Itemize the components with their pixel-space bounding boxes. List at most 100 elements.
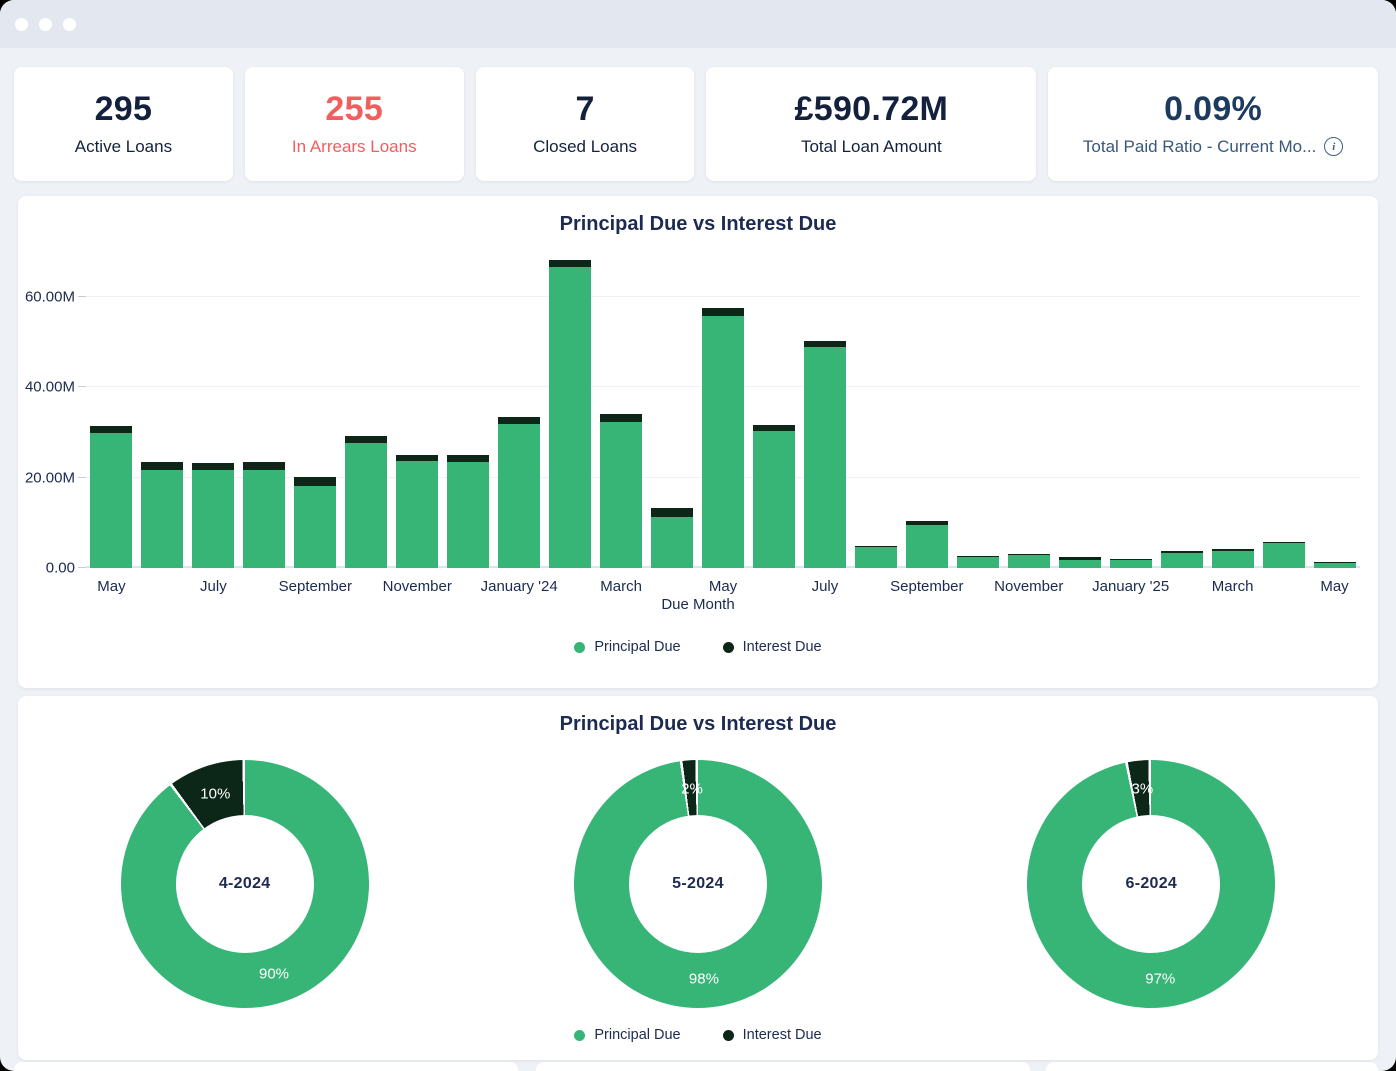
x-axis-label: September [278, 578, 352, 595]
donut-center-label: 5-2024 [672, 875, 724, 892]
donut-chart-legend: Principal Due Interest Due [18, 1027, 1378, 1043]
bar-24[interactable] [1313, 561, 1356, 568]
slice-percent-label: 90% [258, 965, 290, 983]
interest-segment [192, 462, 235, 471]
principal-segment [956, 557, 999, 568]
bar-19[interactable] [1058, 556, 1101, 568]
x-axis-label: September [890, 578, 964, 595]
interest-segment [1262, 542, 1305, 544]
y-axis-label: 0.00 [45, 559, 75, 577]
legend-label: Interest Due [742, 639, 822, 655]
bar-5[interactable] [345, 436, 388, 568]
bar-15[interactable] [854, 545, 897, 568]
donut-cell: 5-2024 98% 2% [471, 760, 924, 1008]
bar-18[interactable] [1007, 554, 1050, 568]
interest-segment [854, 545, 897, 548]
y-axis-label: 60.00M [24, 288, 75, 306]
principal-segment [141, 470, 184, 568]
kpi-card-closed-loans: 7 Closed Loans [475, 67, 695, 181]
donut-center-label: 6-2024 [1125, 875, 1178, 892]
slice-percent-label: 3% [1131, 780, 1154, 798]
bar-6[interactable] [396, 454, 439, 568]
bar-12[interactable] [702, 308, 744, 568]
legend-label: Principal Due [594, 1027, 681, 1043]
x-axis-label: July [811, 578, 839, 595]
axis-tick [78, 386, 86, 388]
bar-2[interactable] [192, 462, 235, 568]
donut-center-label: 4-2024 [218, 875, 271, 892]
bar-13[interactable] [752, 424, 795, 568]
interest-segment [651, 508, 694, 517]
next-card-sliver [536, 1062, 1030, 1071]
principal-segment [702, 315, 744, 568]
bar-14[interactable] [803, 340, 846, 568]
donut-hole [175, 815, 314, 953]
bar-17[interactable] [956, 555, 999, 568]
legend-item-principal-due[interactable]: Principal Due [574, 1027, 681, 1043]
interest-segment [1211, 548, 1254, 551]
bar-1[interactable] [141, 462, 184, 568]
kpi-card-in-arrears-loans: 255 In Arrears Loans [244, 67, 464, 181]
next-card-sliver [1046, 1062, 1378, 1071]
info-icon[interactable]: i [1324, 137, 1344, 156]
slice-percent-label: 97% [1145, 970, 1176, 988]
interest-segment [752, 424, 795, 432]
principal-segment [854, 547, 897, 568]
bar-21[interactable] [1160, 551, 1203, 568]
interest-segment [90, 425, 133, 433]
x-axis-label: May [708, 578, 738, 595]
donut-chart-title: Principal Due vs Interest Due [559, 713, 837, 735]
legend-item-interest-due[interactable]: Interest Due [722, 639, 822, 655]
gridline [86, 296, 1360, 298]
donut-hole [628, 815, 767, 953]
bar-16[interactable] [905, 521, 948, 568]
interest-due-dot-icon [722, 1029, 734, 1041]
bar-20[interactable] [1109, 558, 1152, 568]
x-axis-label: November [994, 578, 1064, 595]
x-axis-label: March [600, 578, 642, 595]
donut-4-2024[interactable]: 4-2024 90% 10% [120, 760, 369, 1008]
x-axis-label: July [200, 578, 227, 595]
window-dot-1[interactable] [15, 17, 28, 31]
interest-segment [447, 454, 490, 463]
principal-segment [752, 431, 795, 568]
bar-3[interactable] [243, 461, 286, 568]
donut-5-2024[interactable]: 5-2024 98% 2% [573, 760, 822, 1008]
bar-23[interactable] [1262, 542, 1305, 568]
kpi-value: 7 [575, 89, 595, 128]
kpi-value: 255 [325, 89, 384, 128]
bar-9[interactable] [549, 259, 592, 568]
bar-0[interactable] [90, 425, 133, 568]
interest-segment [1058, 556, 1101, 560]
window-dot-3[interactable] [63, 17, 76, 31]
bar-7[interactable] [447, 454, 490, 568]
principal-segment [600, 421, 643, 568]
x-axis-label: May [1320, 578, 1349, 595]
bar-11[interactable] [651, 508, 694, 568]
interest-segment [549, 259, 592, 268]
principal-segment [447, 462, 490, 568]
x-axis-label: January '25 [1092, 578, 1170, 595]
bar-8[interactable] [498, 417, 541, 568]
principal-segment [1262, 543, 1305, 568]
donut-6-2024[interactable]: 6-2024 97% 3% [1027, 760, 1276, 1008]
next-card-sliver [14, 1062, 518, 1071]
bar-10[interactable] [600, 413, 643, 568]
window-dot-2[interactable] [39, 17, 52, 31]
legend-item-principal-due[interactable]: Principal Due [574, 639, 681, 655]
kpi-label: Active Loans [74, 136, 173, 156]
kpi-card-active-loans: 295 Active Loans [14, 67, 233, 181]
bar-22[interactable] [1211, 548, 1254, 568]
kpi-label: Total Paid Ratio - Current Mo... i [1083, 137, 1344, 157]
bar-4[interactable] [294, 476, 337, 568]
interest-segment [243, 461, 286, 470]
legend-item-interest-due[interactable]: Interest Due [722, 1027, 822, 1043]
x-axis-label: November [382, 578, 452, 595]
interest-segment [905, 521, 948, 526]
kpi-label: Closed Loans [533, 136, 638, 156]
x-axis-label: January '24 [480, 578, 558, 595]
bar-chart-legend: Principal Due Interest Due [18, 639, 1378, 655]
principal-segment [498, 424, 541, 568]
kpi-value: 0.09% [1164, 89, 1263, 128]
interest-segment [141, 462, 184, 471]
